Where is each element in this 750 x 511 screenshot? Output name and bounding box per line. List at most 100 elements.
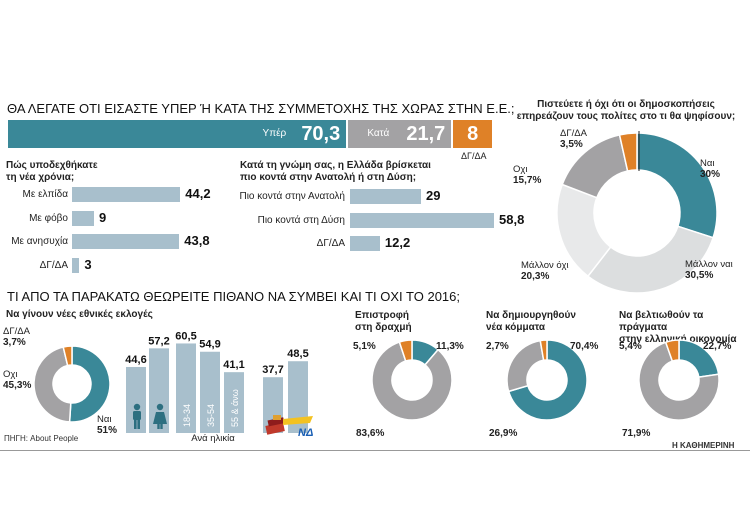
economy-dk-text: 5,4% [619, 341, 642, 352]
polls-rather-yes-label: Μάλλον ναι 30,5% [685, 259, 733, 281]
section2-title: ΤΙ ΑΠΟ ΤΑ ΠΑΡΑΚΑΤΩ ΘΕΩΡΕΙΤΕ ΠΙΘΑΝΟ ΝΑ ΣΥ… [7, 289, 461, 304]
nd-logo-text: ΝΔ [298, 427, 313, 439]
polls-donut [556, 131, 718, 294]
polls-no-name: Οχι [513, 164, 528, 175]
polls-rather-no-name: Μάλλον όχι [521, 260, 569, 271]
parties-title-line1: Να δημιουργηθούν [486, 310, 576, 321]
eastwest-bar-0 [350, 189, 422, 204]
economy-no-value: 71,9% [622, 428, 650, 439]
source-note: ΠΗΓΗ: About People [4, 434, 79, 443]
future-value-2: 43,8 [184, 233, 210, 248]
elections-bar-value-gender-male: 44,6 [125, 354, 146, 366]
newspaper-credit: Η ΚΑΘΗΜΕΡΙΝΗ [672, 441, 735, 450]
drachma-donut [371, 339, 453, 421]
drachma-no-text: 83,6% [356, 428, 385, 439]
polls-title-line1: Πιστεύετε ή όχι ότι οι δημοσκοπήσεις [537, 99, 715, 110]
future-label-0: Με ελπίδα [22, 189, 69, 200]
drachma-slice-2 [398, 339, 413, 362]
drachma-dk-text: 5,1% [353, 341, 376, 352]
parties-title: Να δημιουργηθούν νέα κόμματα [486, 310, 576, 334]
drachma-dk-value: 5,1% [353, 341, 376, 352]
economy-yes-value: 22,7% [703, 341, 731, 352]
future-label-1: Με φόβο [29, 212, 68, 224]
elections-bar-value-party-nd: 48,5 [287, 348, 308, 360]
drachma-no-value: 83,6% [356, 428, 384, 439]
elections-no-label: Οχι 45,3% [3, 369, 31, 391]
future-value-0: 44,2 [185, 186, 211, 201]
elections-bar-age-0 [176, 343, 196, 433]
membership-no-value: 21,7 [406, 123, 446, 145]
elections-bar-gender-female [149, 348, 169, 433]
polls-slice-0 [636, 132, 718, 239]
economy-donut [638, 339, 720, 421]
drachma-title: Επιστροφή στη δραχμή [355, 310, 412, 334]
eastwest-bar-2 [350, 236, 380, 251]
eastwest-value-1: 58,8 [499, 211, 525, 227]
nd-logo-icon: ΝΔ [283, 416, 313, 439]
age-caption: Ανά ηλικία [191, 433, 235, 443]
drachma-title-line2: στη δραχμή [355, 322, 412, 333]
economy-dk-value: 5,4% [619, 341, 642, 352]
elections-age-label-2: 18-34 [182, 404, 192, 427]
future-bar-1 [72, 210, 95, 226]
elections-donut [33, 345, 111, 423]
polls-rather-no-value: 20,3% [521, 271, 550, 282]
economy-no-text: 71,9% [622, 428, 651, 439]
future-bar-3 [72, 257, 80, 273]
polls-title-line2: επηρεάζουν τους πολίτες στο τι θα ψηφίσο… [516, 111, 736, 122]
economy-slice-1 [638, 341, 720, 421]
drachma-yes-text: 11,3% [436, 341, 464, 352]
elections-bar-party-nd [288, 361, 308, 433]
elections-dk-name: ΔΓ/ΔΑ [3, 326, 30, 337]
polls-rather-yes-value: 30,5% [685, 270, 714, 281]
male-icon [133, 403, 141, 429]
drachma-yes-value: 11,3% [436, 341, 464, 352]
parties-slice-1 [506, 339, 545, 393]
polls-slice-4 [618, 132, 638, 172]
elections-bar-age-1 [200, 351, 220, 433]
polls-title: Πιστεύετε ή όχι ότι οι δημοσκοπήσεις επη… [510, 99, 742, 123]
parties-no-value: 26,9% [489, 428, 517, 439]
polls-yes-name: Ναι [700, 158, 715, 169]
drachma-slice-1 [371, 341, 453, 421]
parties-donut [506, 339, 588, 421]
syriza-logo-icon [265, 415, 285, 435]
eastwest-title-line2: πιο κοντά στην Ανατολή ή στη Δύση; [240, 172, 417, 183]
eastwest-value-0: 29 [426, 188, 441, 203]
eastwest-label-2: ΔΓ/ΔΑ [316, 238, 345, 249]
eastwest-value-2: 12,2 [384, 235, 411, 250]
eastwest-label-0: Πιο κοντά στην Ανατολή [239, 191, 345, 202]
future-title-line2: τη νέα χρόνια; [6, 172, 75, 183]
elections-yes-name: Ναι [97, 414, 112, 425]
future-label-2: Με ανησυχία [11, 236, 68, 247]
polls-rather-yes-name: Μάλλον ναι [685, 259, 733, 270]
female-icon [153, 403, 167, 429]
elections-bar-value-gender-female: 57,2 [148, 335, 169, 347]
elections-slice-2 [62, 345, 73, 367]
polls-rather-no-label: Μάλλον όχι 20,3% [521, 260, 569, 282]
parties-yes-text: 70,4% [570, 341, 599, 352]
membership-no-label: Κατά [367, 128, 390, 139]
parties-dk-value: 2,7% [486, 341, 509, 352]
future-bar-2 [72, 234, 180, 249]
polls-yes-label: Ναι 30% [700, 158, 720, 180]
elections-bar-value-age-2: 41,1 [223, 359, 244, 371]
future-title-line1: Πώς υποδεχθήκατε [6, 160, 98, 171]
economy-yes-text: 22,7% [703, 341, 732, 352]
elections-dk-value: 3,7% [3, 337, 26, 348]
parties-dk-text: 2,7% [486, 341, 509, 352]
economy-slice-2 [664, 339, 680, 363]
membership-dk-label: ΔΓ/ΔΑ [461, 151, 487, 161]
elections-yes-label: Ναι 51% [97, 414, 117, 436]
polls-slice-1 [586, 225, 715, 294]
parties-slice-2 [539, 339, 548, 362]
membership-segment-yes: Υπέρ 70,3 [8, 120, 347, 148]
parties-slice-0 [507, 339, 588, 421]
elections-bar-value-age-0: 60,5 [175, 330, 196, 342]
eastwest-label-1: Πιο κοντά στη Δύση [257, 214, 345, 226]
polls-no-value: 15,7% [513, 175, 542, 186]
polls-no-label: Οχι 15,7% [513, 164, 541, 186]
elections-bar-value-age-1: 54,9 [199, 339, 220, 351]
future-label-3: ΔΓ/ΔΑ [39, 259, 68, 271]
membership-yes-value: 70,3 [301, 123, 341, 145]
